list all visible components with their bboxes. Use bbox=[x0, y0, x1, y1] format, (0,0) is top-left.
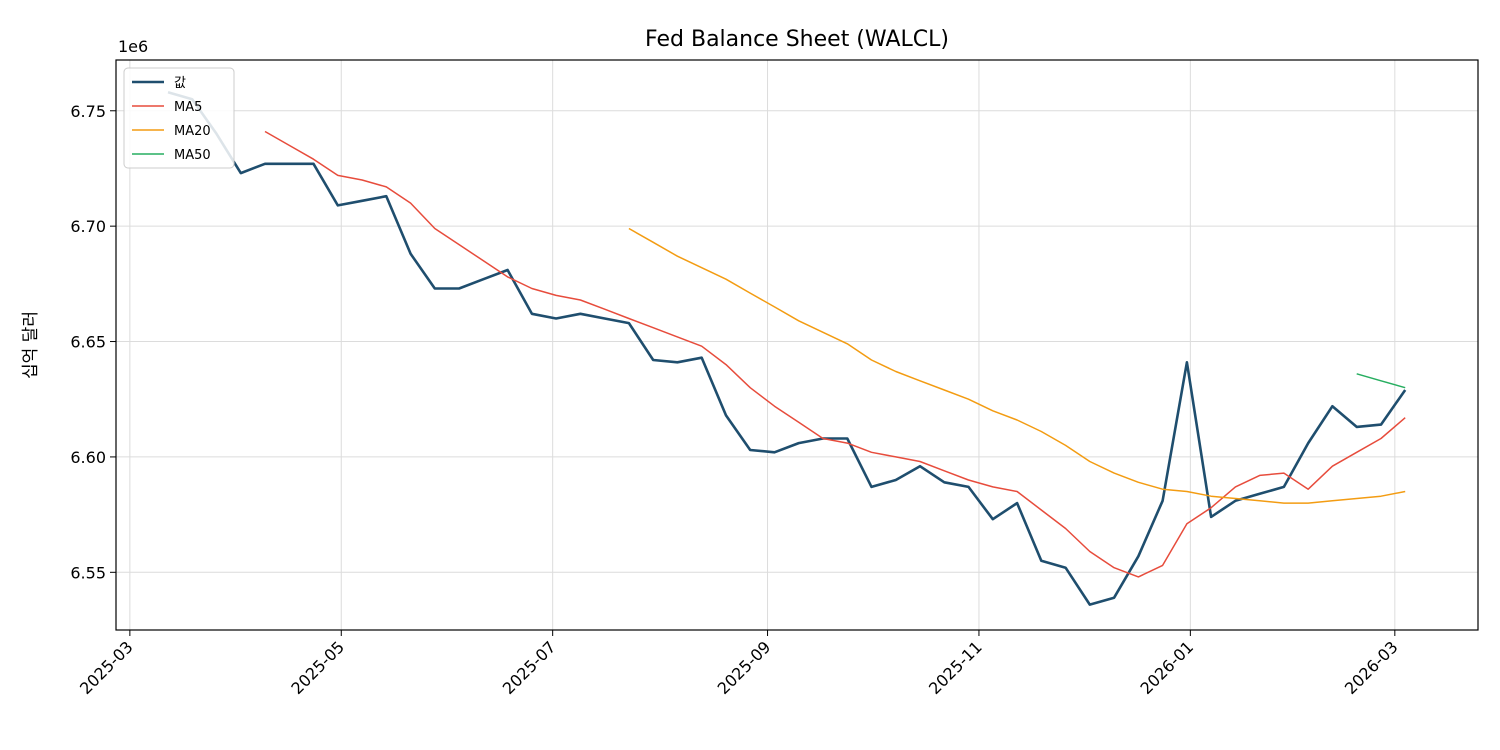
legend-label: MA20 bbox=[174, 124, 211, 139]
x-tick-label: 2025-05 bbox=[287, 637, 348, 698]
grid bbox=[116, 60, 1478, 630]
y-tick-label: 6.65 bbox=[70, 333, 106, 352]
chart-title: Fed Balance Sheet (WALCL) bbox=[645, 27, 949, 52]
x-tick-label: 2025-09 bbox=[714, 637, 775, 698]
axes: 6.55 6.60 6.65 6.70 6.75 2025-03 2025-05 2025-0… bbox=[70, 102, 1401, 698]
legend: 값 MA5 MA20 MA50 bbox=[123, 67, 235, 169]
legend-label: MA50 bbox=[174, 148, 211, 163]
y-tick-label: 6.55 bbox=[70, 563, 106, 582]
y-tick-label: 6.75 bbox=[70, 102, 106, 121]
legend-label: 값 bbox=[174, 76, 186, 91]
y-tick-label: 6.70 bbox=[70, 217, 106, 236]
x-tick-label: 2026-01 bbox=[1136, 637, 1197, 698]
legend-label: MA5 bbox=[174, 100, 202, 115]
legend-box bbox=[123, 67, 235, 169]
series-line-ma5 bbox=[264, 130, 1406, 578]
series-line-ma50 bbox=[1356, 373, 1406, 389]
series-lines bbox=[167, 91, 1407, 606]
x-tick-label: 2026-03 bbox=[1341, 637, 1402, 698]
x-tick-label: 2025-11 bbox=[925, 637, 986, 698]
y-tick-label: 6.60 bbox=[70, 448, 106, 467]
y-axis-label: 십억 달러 bbox=[21, 311, 41, 379]
series-line-ma20 bbox=[628, 227, 1406, 504]
plot-frame bbox=[115, 59, 1479, 631]
x-tick-label: 2025-03 bbox=[76, 637, 137, 698]
y-axis-offset-label: 1e6 bbox=[118, 37, 148, 56]
series-line-value bbox=[167, 91, 1407, 606]
x-tick-label: 2025-07 bbox=[499, 637, 560, 698]
